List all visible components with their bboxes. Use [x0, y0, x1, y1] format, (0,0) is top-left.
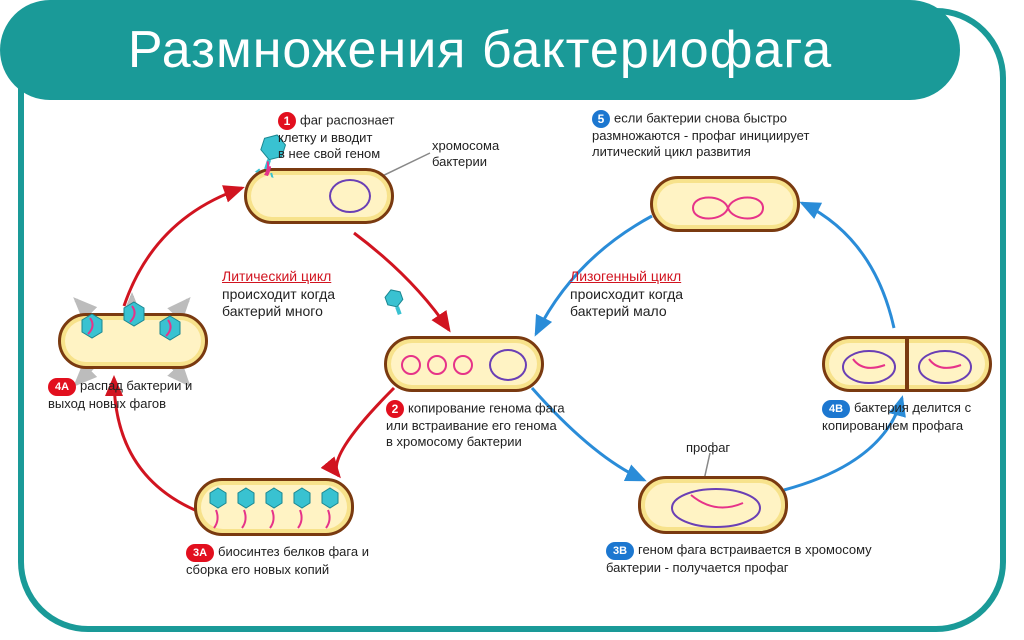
label-prophage: профаг: [686, 440, 730, 456]
text-step3b: геном фага встраивается в хромосому бакт…: [606, 542, 872, 575]
label-lyso: Лизогенный цикл происходит когда бактери…: [570, 268, 683, 321]
badge-2: 2: [386, 400, 404, 418]
cell-step1: [244, 168, 394, 224]
slide-title-text: Размножения бактериофага: [128, 20, 832, 80]
phages-bursting: [62, 294, 212, 384]
lyso-sub: происходит когда бактерий мало: [570, 286, 683, 320]
label-step3b: 3Вгеном фага встраивается в хромосому ба…: [606, 542, 872, 576]
label-step4b: 4Вбактерия делится с копированием профаг…: [822, 400, 971, 434]
cell-step5: [650, 176, 800, 232]
phages-assembling: [200, 478, 350, 536]
slide-title-pill: Размножения бактериофага: [0, 0, 960, 100]
badge-3b: 3В: [606, 542, 634, 560]
diagram-canvas: 1фаг распознает клетку и вводит в нее св…: [54, 118, 974, 618]
label-step2: 2копирование генома фага или встраивание…: [386, 400, 565, 451]
text-step5: если бактерии снова быстро размножаются …: [592, 110, 809, 159]
label-step4a: 4Араспад бактерии и выход новых фагов: [48, 378, 192, 412]
label-step1: 1фаг распознает клетку и вводит в нее св…: [278, 112, 395, 163]
badge-3a: 3А: [186, 544, 214, 562]
badge-4a: 4А: [48, 378, 76, 396]
text-step2: копирование генома фага или встраивание …: [386, 400, 565, 449]
lytic-sub: происходит когда бактерий много: [222, 286, 335, 320]
lyso-title: Лизогенный цикл: [570, 268, 681, 284]
badge-4b: 4В: [822, 400, 850, 418]
arrow-4b-5: [802, 203, 894, 328]
label-lytic: Литический цикл происходит когда бактери…: [222, 268, 335, 321]
lytic-title: Литический цикл: [222, 268, 331, 284]
cell-step4b: [822, 336, 992, 392]
badge-1: 1: [278, 112, 296, 130]
label-chromosome: хромосома бактерии: [432, 138, 499, 171]
cell-step3b: [638, 476, 788, 534]
label-step3a: 3Абиосинтез белков фага и сборка его нов…: [186, 544, 369, 578]
badge-5: 5: [592, 110, 610, 128]
cell-step2: [384, 336, 544, 392]
label-step5: 5если бактерии снова быстро размножаются…: [592, 110, 809, 161]
